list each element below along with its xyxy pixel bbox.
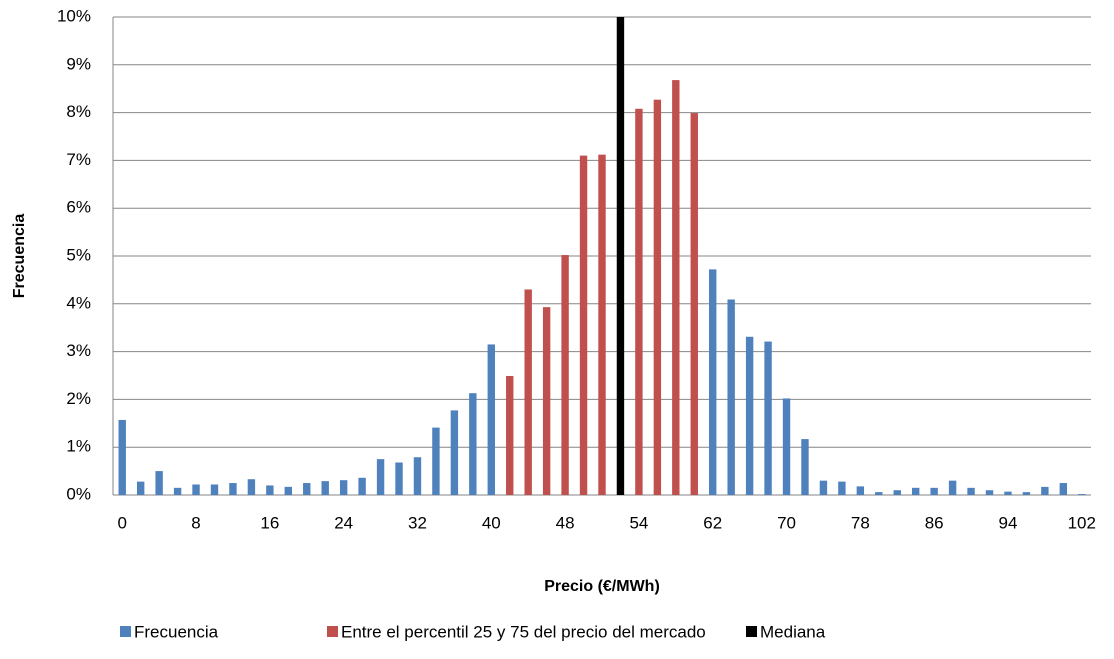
x-tick-label: 102 [1068, 513, 1096, 532]
x-tick-label: 40 [482, 513, 501, 532]
bar [930, 487, 938, 495]
bar [1059, 483, 1068, 495]
bar [985, 490, 994, 495]
x-tick-label: 0 [117, 513, 126, 532]
x-tick-label: 54 [629, 513, 648, 532]
bar [653, 99, 662, 495]
x-axis-label: Precio (€/MWh) [544, 578, 660, 595]
bar [432, 427, 440, 495]
bar [339, 480, 348, 495]
bar [1041, 486, 1049, 495]
bar [635, 108, 643, 495]
bar [413, 457, 422, 495]
x-tick-label: 86 [925, 513, 944, 532]
bar [801, 439, 809, 495]
bar [782, 398, 791, 495]
y-tick-label: 2% [66, 389, 91, 408]
bar [856, 486, 865, 495]
bar [1078, 494, 1086, 495]
bar [1004, 491, 1012, 495]
bar [690, 113, 698, 495]
bar [579, 155, 588, 495]
x-tick-label: 94 [999, 513, 1018, 532]
bar [450, 410, 459, 495]
y-tick-label: 7% [66, 150, 91, 169]
x-tick-label: 16 [260, 513, 279, 532]
y-tick-label: 0% [66, 484, 91, 503]
legend-swatch [327, 626, 338, 637]
bar [524, 289, 532, 495]
bar [118, 419, 126, 495]
x-tick-label: 24 [334, 513, 353, 532]
bar [358, 477, 366, 495]
legend-swatch [746, 626, 757, 637]
bar [838, 481, 846, 495]
y-tick-label: 9% [66, 54, 91, 73]
bar [192, 484, 200, 495]
bar [506, 375, 514, 495]
bar [967, 487, 975, 495]
bar [321, 481, 329, 495]
bar [469, 393, 477, 495]
y-tick-label: 3% [66, 341, 91, 360]
bar [376, 459, 385, 495]
legend-label: Entre el percentil 25 y 75 del precio de… [341, 622, 706, 641]
y-tick-label: 10% [57, 6, 91, 25]
bar [764, 341, 772, 495]
y-tick-label: 4% [66, 293, 91, 312]
legend-label: Frecuencia [134, 622, 219, 641]
bar [136, 481, 145, 495]
bar [487, 344, 495, 495]
bar [542, 307, 551, 495]
bar [247, 479, 256, 495]
bar [210, 484, 219, 495]
legend-label: Mediana [760, 622, 826, 641]
x-tick-label: 8 [191, 513, 200, 532]
bar [1022, 492, 1031, 495]
bar [616, 17, 625, 495]
y-tick-label: 6% [66, 198, 91, 217]
bar [598, 154, 606, 495]
bar [911, 487, 920, 495]
bar [875, 492, 883, 495]
bar [284, 486, 293, 495]
y-axis-label: Frecuencia [11, 214, 28, 299]
y-tick-label: 8% [66, 102, 91, 121]
bar [395, 462, 403, 495]
bar [229, 483, 237, 495]
bar [709, 269, 717, 495]
bar [266, 485, 274, 495]
bar [672, 80, 680, 495]
bar [745, 336, 754, 495]
bar [893, 490, 901, 495]
y-tick-label: 5% [66, 245, 91, 264]
x-tick-label: 70 [777, 513, 796, 532]
bar [727, 299, 735, 495]
y-tick-label: 1% [66, 437, 91, 456]
bar [173, 487, 182, 495]
x-tick-label: 78 [851, 513, 870, 532]
legend-swatch [120, 626, 131, 637]
x-tick-label: 62 [703, 513, 722, 532]
bar [561, 255, 569, 495]
bar [819, 480, 828, 495]
bar [303, 483, 311, 495]
bar [948, 480, 957, 495]
x-tick-label: 32 [408, 513, 427, 532]
bar [155, 471, 163, 495]
x-tick-label: 48 [556, 513, 575, 532]
